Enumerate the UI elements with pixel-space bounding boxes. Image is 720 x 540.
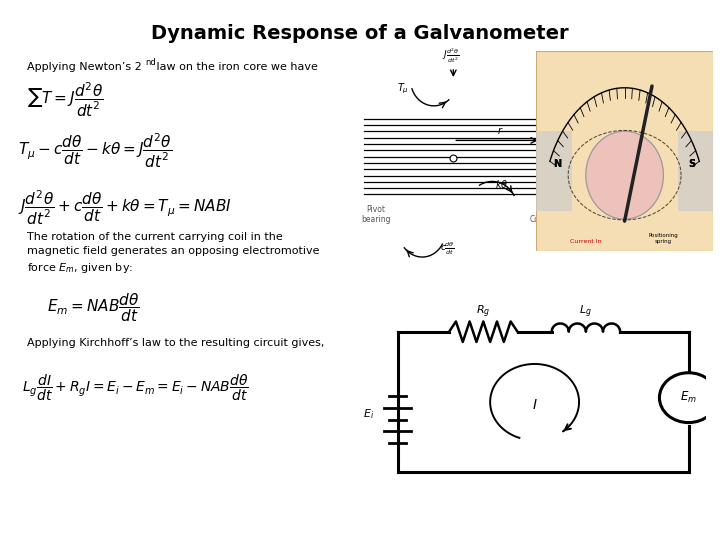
Text: $R_g$: $R_g$ bbox=[476, 303, 490, 320]
Text: $\sum T = J\dfrac{d^2\theta}{dt^2}$: $\sum T = J\dfrac{d^2\theta}{dt^2}$ bbox=[27, 81, 104, 119]
Text: $k\theta$: $k\theta$ bbox=[495, 178, 508, 190]
Text: Current In: Current In bbox=[570, 239, 602, 244]
FancyBboxPatch shape bbox=[536, 131, 572, 211]
FancyBboxPatch shape bbox=[536, 51, 713, 251]
Text: Applying Newton’s 2: Applying Newton’s 2 bbox=[27, 62, 142, 72]
Text: $E_i$: $E_i$ bbox=[363, 407, 374, 421]
Text: Positioning
spring: Positioning spring bbox=[649, 233, 678, 244]
Text: $I$: $I$ bbox=[532, 398, 537, 412]
Text: N: N bbox=[554, 159, 562, 169]
Text: $J\frac{d^2\theta}{dt^2}$: $J\frac{d^2\theta}{dt^2}$ bbox=[441, 47, 459, 65]
Text: Pivot
bearing: Pivot bearing bbox=[361, 205, 390, 225]
Text: Coil: Coil bbox=[530, 215, 544, 225]
Text: $\mathit{E}_m$: $\mathit{E}_m$ bbox=[680, 390, 697, 405]
Text: $c\frac{d\theta}{dt}$: $c\frac{d\theta}{dt}$ bbox=[440, 240, 455, 256]
Text: N: N bbox=[554, 159, 562, 169]
FancyBboxPatch shape bbox=[678, 131, 713, 211]
Text: $E_m = NAB\dfrac{d\theta}{dt}$: $E_m = NAB\dfrac{d\theta}{dt}$ bbox=[47, 292, 139, 325]
Text: S: S bbox=[688, 159, 696, 169]
Text: $J\dfrac{d^2\theta}{dt^2} + c\dfrac{d\theta}{dt} + k\theta = T_{\mu} = NABI$: $J\dfrac{d^2\theta}{dt^2} + c\dfrac{d\th… bbox=[18, 189, 232, 227]
Text: $r$: $r$ bbox=[497, 125, 503, 136]
Text: Applying Kirchhoff’s law to the resulting circuit gives,: Applying Kirchhoff’s law to the resultin… bbox=[27, 338, 325, 348]
Text: $L_g\dfrac{dI}{dt} + R_g I = E_i - E_m = E_i - NAB\dfrac{d\theta}{dt}$: $L_g\dfrac{dI}{dt} + R_g I = E_i - E_m =… bbox=[22, 373, 248, 403]
Text: Dynamic Response of a Galvanometer: Dynamic Response of a Galvanometer bbox=[151, 24, 569, 43]
Text: $T_{\mu} - c\dfrac{d\theta}{dt} - k\theta = J\dfrac{d^2\theta}{dt^2}$: $T_{\mu} - c\dfrac{d\theta}{dt} - k\thet… bbox=[18, 132, 172, 171]
Text: law on the iron core we have: law on the iron core we have bbox=[153, 62, 318, 72]
Text: The rotation of the current carrying coil in the
magnetic field generates an opp: The rotation of the current carrying coi… bbox=[27, 232, 320, 275]
Text: nd: nd bbox=[145, 58, 156, 67]
Circle shape bbox=[586, 131, 663, 219]
Text: $T_{\mu}$: $T_{\mu}$ bbox=[397, 81, 409, 96]
Text: S: S bbox=[688, 159, 696, 169]
Text: $L_g$: $L_g$ bbox=[580, 303, 593, 320]
